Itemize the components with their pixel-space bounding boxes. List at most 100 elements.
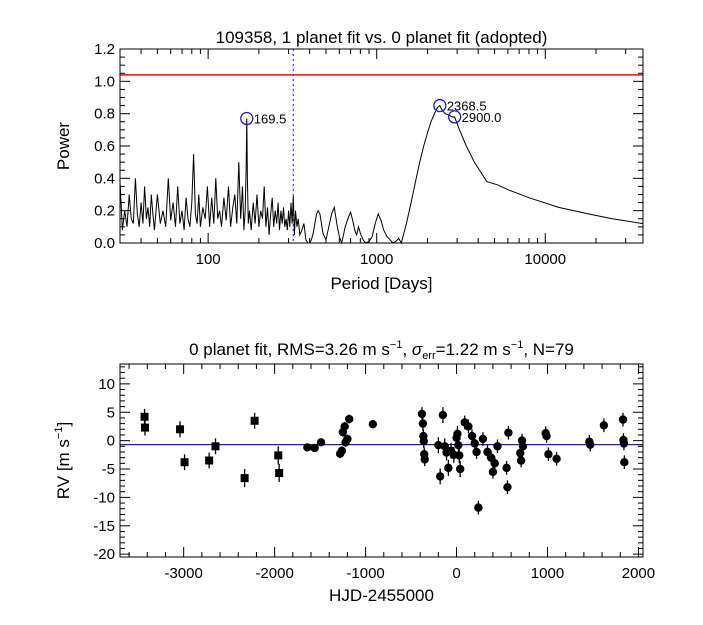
rv-point-circle — [434, 440, 443, 450]
rv-title-mid: , — [402, 340, 411, 359]
peak-label: 169.5 — [254, 112, 287, 127]
rv-point-circle — [490, 459, 499, 468]
y-tick-label: 1.0 — [94, 73, 115, 90]
rv-panel: 0 planet fit, RMS=3.26 m s−1, σerr=1.22 … — [53, 339, 655, 605]
rv-point-circle — [340, 422, 349, 431]
rv-point-circle — [455, 464, 465, 474]
x-tick-label: 100 — [196, 251, 221, 268]
periodogram-x-ticks: 100 1000 10000 — [119, 49, 627, 268]
rv-plot — [120, 407, 643, 515]
rv-point-circle — [620, 458, 629, 467]
rv-point-circle — [516, 456, 526, 465]
rv-point-square — [274, 451, 283, 460]
peak-marker — [447, 110, 462, 124]
rv-point-circle — [542, 431, 551, 441]
periodogram-x-label: Period [Days] — [330, 274, 432, 293]
rv-point-circle — [504, 428, 513, 437]
periodogram-y-ticks: 0.0 0.2 0.4 0.6 0.8 1.0 1.2 — [94, 41, 643, 252]
rv-title-mid2: =1.22 m s — [436, 340, 511, 359]
y-tick-label: 0.8 — [94, 106, 115, 123]
rv-point-square — [275, 468, 284, 477]
rv-point-square — [140, 412, 149, 421]
x-tick-label: -2000 — [255, 565, 293, 582]
rv-title-sub: err — [422, 350, 436, 362]
rv-point-circle — [455, 451, 464, 460]
rv-point-circle — [552, 454, 561, 463]
y-tick-label: 10 — [98, 376, 115, 393]
rv-point-circle — [503, 482, 512, 492]
rv-point-circle — [418, 419, 428, 428]
rv-point-circle — [599, 421, 609, 430]
rv-point-circle — [488, 467, 498, 477]
rv-title-exp2: −1 — [511, 339, 524, 351]
rv-point-circle — [478, 434, 488, 444]
rv-point-square — [240, 474, 249, 483]
rv-point-circle — [337, 446, 347, 456]
rv-point-circle — [544, 450, 553, 459]
y-tick-label: 0.0 — [94, 235, 115, 252]
rv-point-circle — [303, 443, 312, 452]
rv-point-circle — [454, 440, 463, 450]
x-tick-label: 1000 — [531, 565, 564, 582]
rv-point-circle — [368, 419, 378, 429]
rv-point-circle — [472, 447, 481, 457]
rv-point-circle — [502, 463, 511, 473]
rv-point-circle — [420, 455, 429, 464]
x-tick-label: 0 — [452, 565, 460, 582]
rv-x-label: HJD-2455000 — [329, 586, 434, 605]
y-tick-label: -20 — [93, 546, 115, 563]
rv-point-square — [180, 458, 189, 467]
rv-point-circle — [518, 442, 528, 451]
rv-point-square — [250, 416, 259, 425]
rv-point-circle — [435, 472, 445, 481]
rv-title-main: 0 planet fit, RMS=3.26 m s — [189, 340, 390, 359]
periodogram-frame — [119, 48, 644, 244]
rv-point-circle — [619, 439, 629, 448]
rv-point-circle — [470, 439, 479, 448]
peak-label: 2368.5 — [447, 99, 487, 114]
y-tick-label: 5 — [107, 404, 115, 421]
rv-frame — [119, 363, 644, 558]
rv-point-circle — [316, 438, 326, 447]
periodogram-line — [119, 104, 644, 245]
x-tick-label: 10000 — [524, 251, 566, 268]
rv-point-circle — [474, 503, 483, 512]
peak-marker — [433, 98, 447, 113]
rv-point-square — [211, 442, 220, 451]
rv-point-square — [176, 425, 185, 434]
rv-point-circle — [419, 437, 428, 446]
x-tick-label: 2000 — [622, 565, 655, 582]
rv-y-label-end: ] — [54, 422, 73, 427]
y-tick-label: 0 — [107, 433, 115, 450]
rv-point-circle — [586, 440, 595, 449]
peak-marker — [240, 111, 254, 126]
x-tick-label: 1000 — [360, 251, 393, 268]
rv-point-square — [205, 456, 214, 465]
rv-y-label: RV [m s−1] — [53, 422, 73, 499]
rv-title-exp1: −1 — [390, 339, 403, 351]
peak-label: 2900.0 — [462, 110, 502, 125]
y-tick-label: -5 — [102, 461, 115, 478]
rv-point-circle — [464, 422, 473, 431]
rv-point-circle — [618, 415, 628, 424]
rv-point-circle — [453, 429, 462, 439]
rv-point-circle — [343, 434, 352, 444]
rv-point-circle — [493, 442, 502, 451]
x-tick-label: -3000 — [164, 565, 202, 582]
rv-y-ticks: -20 -15 -10 -5 0 5 10 — [93, 366, 643, 563]
rv-y-label-main: RV [m s — [54, 439, 73, 499]
y-tick-label: -15 — [93, 518, 115, 535]
y-tick-label: 1.2 — [94, 41, 115, 58]
rv-title-end: , N=79 — [523, 340, 574, 359]
periodogram-panel: 109358, 1 planet fit vs. 0 planet fit (a… — [54, 28, 644, 293]
y-tick-label: 0.6 — [94, 138, 115, 155]
y-tick-label: 0.4 — [94, 170, 115, 187]
rv-point-circle — [310, 443, 319, 453]
rv-point-square — [141, 423, 150, 432]
rv-point-circle — [417, 409, 427, 419]
rv-point-circle — [345, 414, 354, 424]
y-tick-label: 0.2 — [94, 203, 115, 220]
periodogram-title: 109358, 1 planet fit vs. 0 planet fit (a… — [216, 28, 548, 47]
y-tick-label: -10 — [93, 489, 115, 506]
rv-title: 0 planet fit, RMS=3.26 m s−1, σerr=1.22 … — [189, 339, 574, 362]
